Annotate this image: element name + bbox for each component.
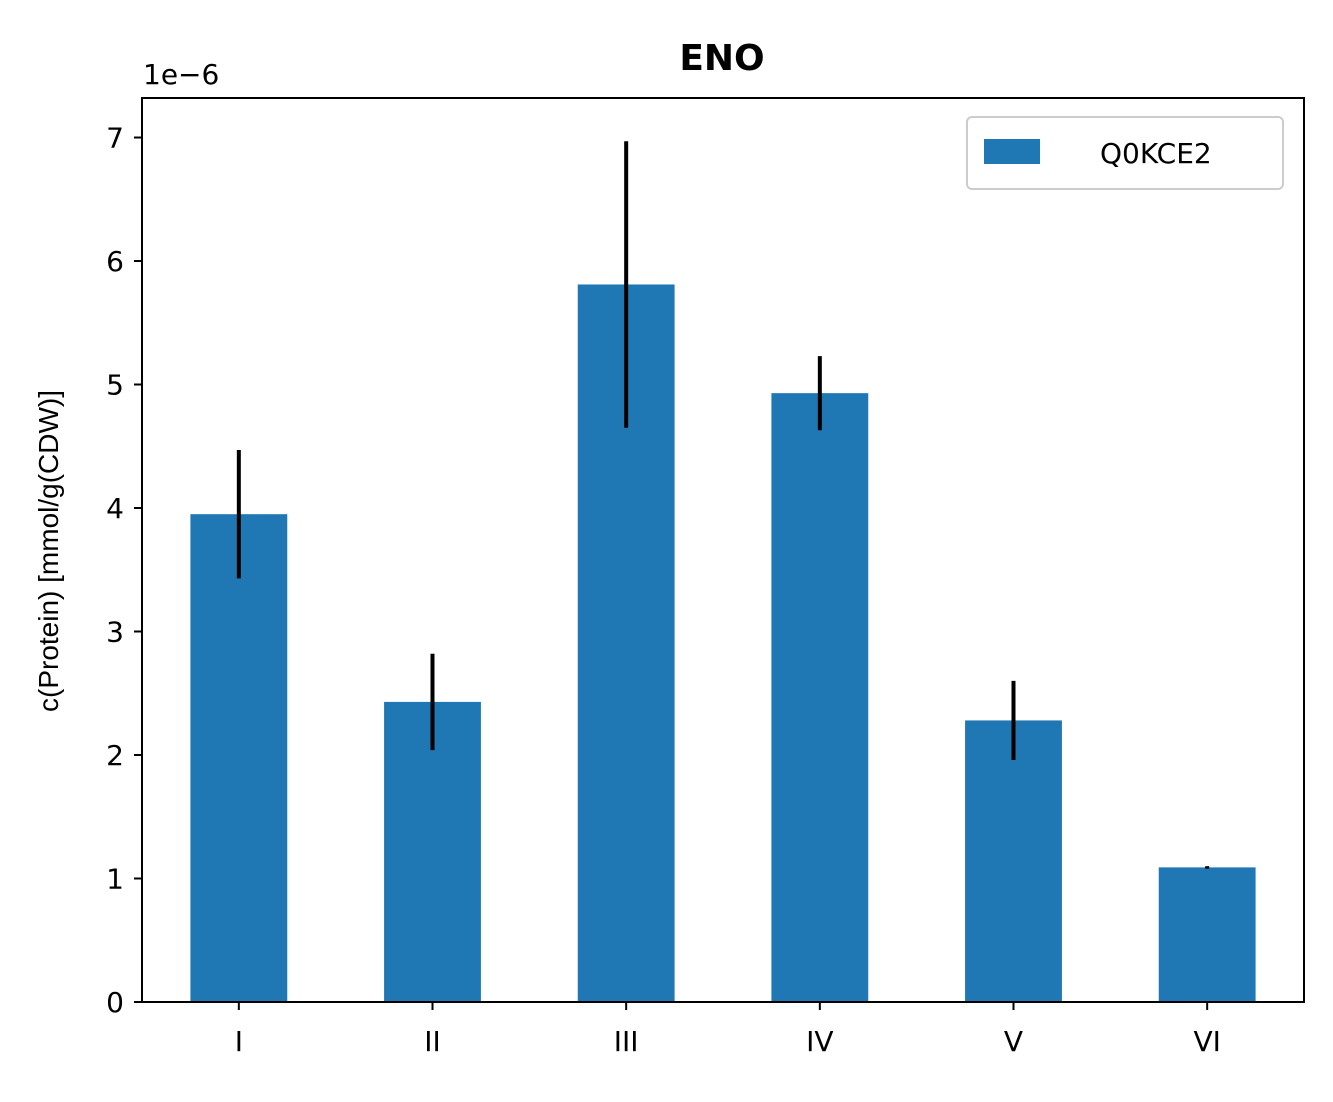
x-tick-label-III: III <box>614 1025 639 1058</box>
chart-title: ENO <box>679 38 764 79</box>
y-axis-label: c(Protein) [mmol/g(CDW)] <box>33 390 64 712</box>
x-tick-label-I: I <box>235 1025 243 1058</box>
bar-VI <box>1158 867 1256 1002</box>
y-tick-label-6: 6 <box>106 245 124 278</box>
x-tick-label-VI: VI <box>1193 1025 1220 1058</box>
bar-I <box>190 514 288 1002</box>
y-tick-label-0: 0 <box>106 986 124 1019</box>
bars-group <box>190 284 1256 1003</box>
plot-frame <box>141 97 1305 1003</box>
y-tick-label-1: 1 <box>106 863 124 896</box>
legend-box <box>966 116 1284 190</box>
x-ticks-group: I II III IV V VI <box>235 1002 1221 1058</box>
y-tick-label-5: 5 <box>106 369 124 402</box>
y-ticks-group: 0 1 2 3 4 5 6 7 <box>106 122 142 1019</box>
y-tick-label-2: 2 <box>106 739 124 772</box>
y-tick-label-7: 7 <box>106 122 124 155</box>
x-tick-label-V: V <box>1004 1025 1023 1058</box>
error-bars-group <box>236 141 1210 869</box>
y-tick-label-4: 4 <box>106 492 124 525</box>
bar-V <box>965 720 1062 1002</box>
legend-swatch <box>984 139 1040 164</box>
y-scale-label: 1e−6 <box>143 58 219 91</box>
legend: Q0KCE2 <box>966 116 1284 190</box>
x-tick-label-II: II <box>424 1025 441 1058</box>
y-tick-label-3: 3 <box>106 616 124 649</box>
bar-IV <box>771 393 869 1003</box>
legend-label: Q0KCE2 <box>1100 137 1212 170</box>
x-tick-label-IV: IV <box>806 1025 833 1058</box>
bar-II <box>384 701 481 1002</box>
